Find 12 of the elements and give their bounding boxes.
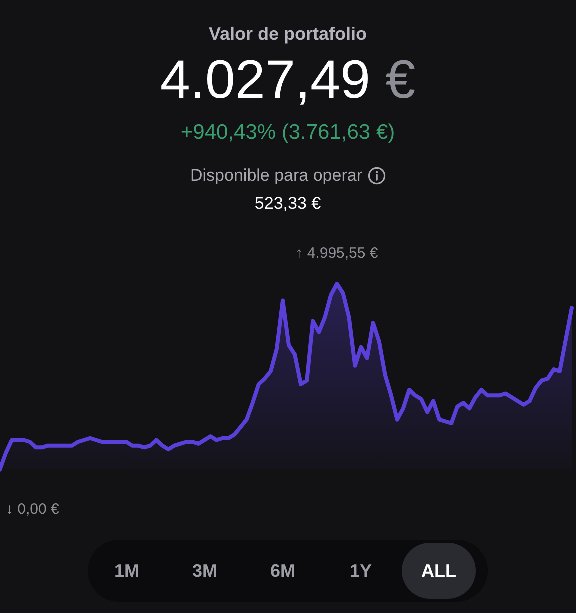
text: +940,43% (3.761,63 €) [180,121,396,146]
text: 523,33 € [254,194,322,214]
text: ALL [420,560,458,582]
chart-title: Valor de portafolio [208,23,368,45]
annotation: ↓ 0,00 € [6,501,60,519]
text: Disponible para operar [190,166,362,186]
annotation: ↑ 4.995,55 € [296,245,378,263]
text: 1Y [348,560,374,582]
text: 6M [269,560,296,582]
text: 3M [191,560,218,582]
chart-subtitle: 4.027,49 € [160,50,416,110]
text: 1M [113,560,140,582]
